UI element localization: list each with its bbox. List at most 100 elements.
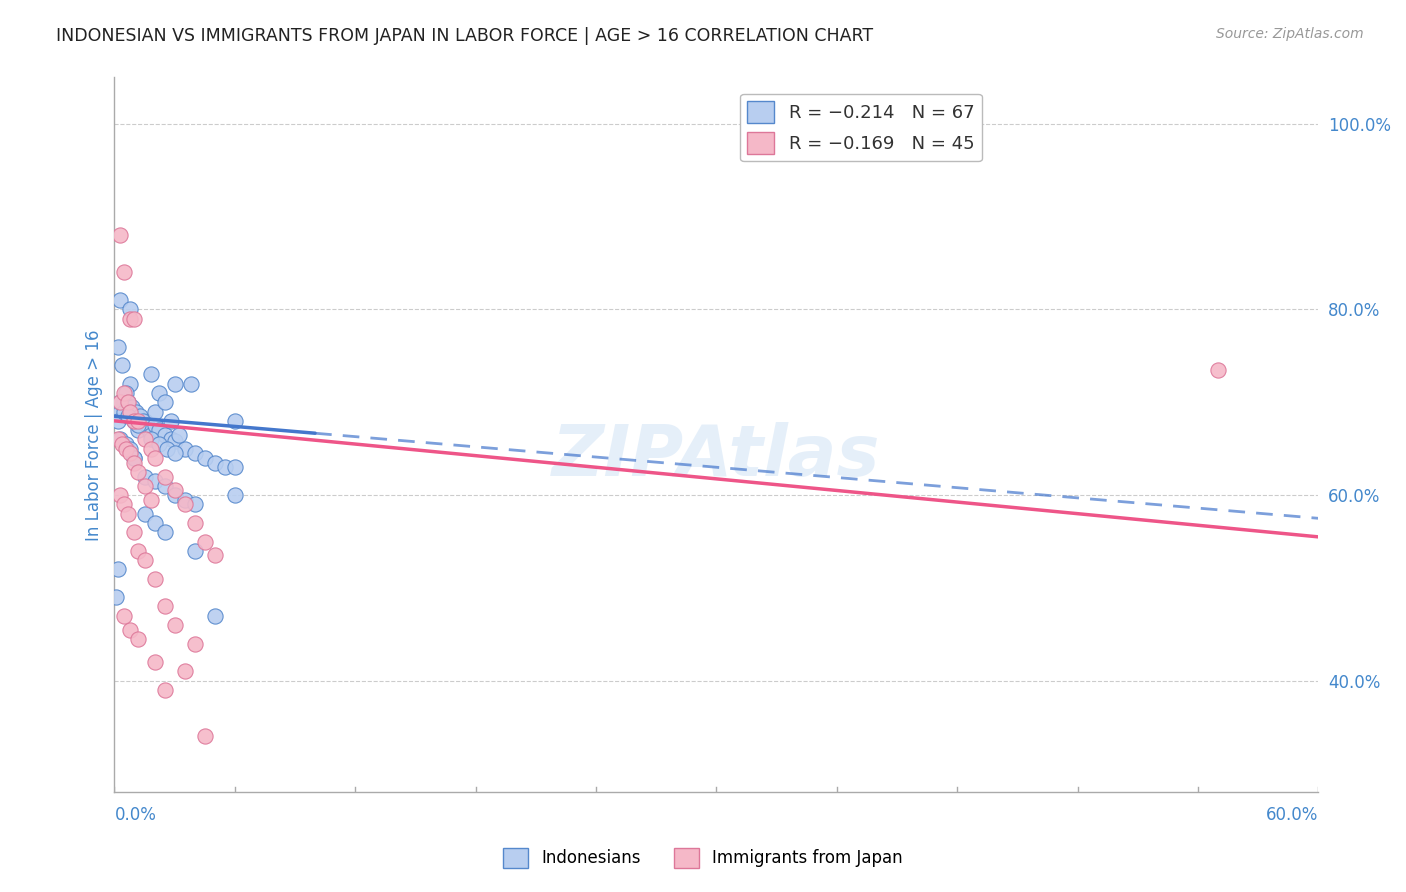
- Point: [127, 632, 149, 646]
- Point: [105, 590, 128, 604]
- Point: [153, 427, 176, 442]
- Point: [143, 474, 166, 488]
- Point: [183, 516, 205, 530]
- Point: [114, 265, 136, 279]
- Point: [183, 497, 205, 511]
- Legend: Indonesians, Immigrants from Japan: Indonesians, Immigrants from Japan: [496, 841, 910, 875]
- Point: [107, 340, 129, 354]
- Point: [134, 414, 156, 428]
- Point: [115, 437, 138, 451]
- Point: [148, 423, 170, 437]
- Point: [153, 599, 176, 614]
- Point: [163, 618, 186, 632]
- Point: [143, 404, 166, 418]
- Point: [159, 433, 181, 447]
- Point: [148, 437, 170, 451]
- Point: [110, 395, 132, 409]
- Point: [110, 404, 132, 418]
- Point: [173, 497, 195, 511]
- Point: [143, 418, 166, 433]
- Point: [134, 433, 156, 447]
- Point: [163, 488, 186, 502]
- Point: [139, 368, 162, 382]
- Point: [143, 572, 166, 586]
- Point: [163, 376, 186, 391]
- Point: [114, 608, 136, 623]
- Point: [120, 442, 142, 456]
- Point: [120, 302, 142, 317]
- Point: [180, 376, 202, 391]
- Point: [117, 395, 139, 409]
- Point: [139, 442, 162, 456]
- Point: [139, 427, 162, 442]
- Point: [107, 433, 129, 447]
- Point: [163, 446, 186, 460]
- Point: [114, 386, 136, 401]
- Point: [111, 437, 134, 451]
- Point: [115, 442, 138, 456]
- Point: [110, 228, 132, 243]
- Point: [117, 395, 139, 409]
- Point: [115, 386, 138, 401]
- Point: [124, 450, 146, 465]
- Point: [1206, 363, 1229, 377]
- Point: [117, 507, 139, 521]
- Point: [153, 479, 176, 493]
- Point: [110, 488, 132, 502]
- Point: [125, 404, 148, 418]
- Point: [124, 456, 146, 470]
- Point: [204, 549, 226, 563]
- Point: [120, 404, 142, 418]
- Point: [163, 483, 186, 498]
- Point: [111, 358, 134, 372]
- Point: [124, 450, 146, 465]
- Point: [224, 460, 246, 475]
- Point: [127, 465, 149, 479]
- Point: [114, 395, 136, 409]
- Point: [110, 293, 132, 308]
- Point: [143, 655, 166, 669]
- Point: [143, 450, 166, 465]
- Point: [131, 414, 153, 428]
- Y-axis label: In Labor Force | Age > 16: In Labor Force | Age > 16: [86, 329, 103, 541]
- Point: [159, 414, 181, 428]
- Point: [124, 414, 146, 428]
- Point: [173, 665, 195, 679]
- Point: [194, 534, 217, 549]
- Text: 0.0%: 0.0%: [114, 806, 156, 824]
- Point: [183, 446, 205, 460]
- Point: [117, 409, 139, 424]
- Point: [163, 434, 186, 449]
- Point: [148, 386, 170, 401]
- Point: [121, 400, 143, 414]
- Point: [139, 492, 162, 507]
- Point: [153, 395, 176, 409]
- Point: [138, 423, 160, 437]
- Text: INDONESIAN VS IMMIGRANTS FROM JAPAN IN LABOR FORCE | AGE > 16 CORRELATION CHART: INDONESIAN VS IMMIGRANTS FROM JAPAN IN L…: [56, 27, 873, 45]
- Point: [120, 376, 142, 391]
- Point: [107, 562, 129, 576]
- Point: [167, 427, 190, 442]
- Point: [120, 623, 142, 637]
- Point: [127, 423, 149, 437]
- Point: [204, 608, 226, 623]
- Point: [153, 683, 176, 698]
- Point: [107, 414, 129, 428]
- Point: [120, 446, 142, 460]
- Point: [127, 543, 149, 558]
- Point: [114, 497, 136, 511]
- Point: [127, 418, 149, 433]
- Point: [224, 488, 246, 502]
- Point: [124, 311, 146, 326]
- Point: [155, 442, 177, 456]
- Legend: R = −0.214   N = 67, R = −0.169   N = 45: R = −0.214 N = 67, R = −0.169 N = 45: [740, 94, 981, 161]
- Point: [110, 433, 132, 447]
- Point: [134, 479, 156, 493]
- Point: [114, 404, 136, 418]
- Point: [224, 414, 246, 428]
- Point: [134, 469, 156, 483]
- Point: [127, 414, 149, 428]
- Point: [194, 730, 217, 744]
- Point: [124, 525, 146, 540]
- Point: [139, 433, 162, 447]
